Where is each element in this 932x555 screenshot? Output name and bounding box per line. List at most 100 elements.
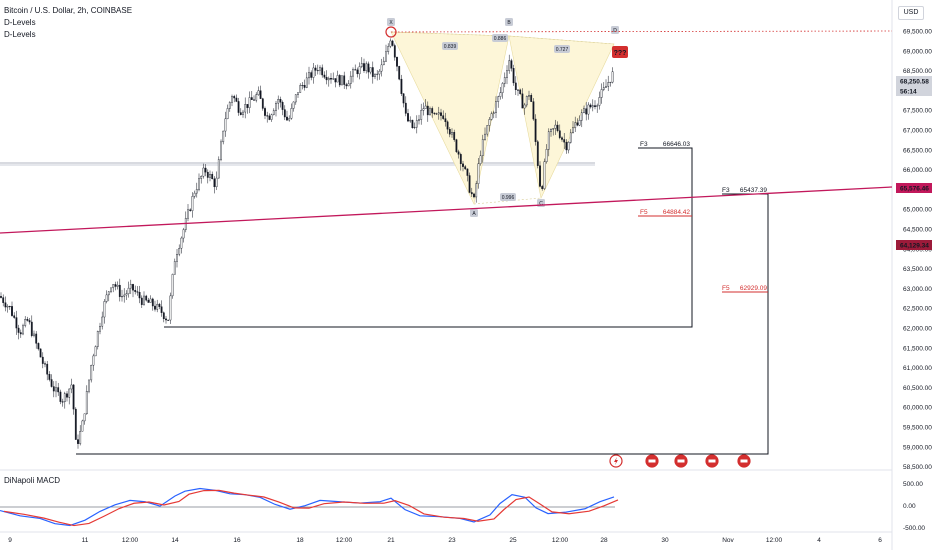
candle-body	[429, 108, 431, 116]
candle-body	[349, 75, 352, 84]
candle-body	[391, 40, 394, 46]
candle-body	[81, 420, 84, 432]
candle-body	[596, 105, 599, 107]
candle-body	[110, 287, 112, 292]
candle-body	[99, 326, 101, 332]
candle-body	[598, 97, 601, 106]
candle-body	[125, 293, 128, 296]
candle-body	[354, 69, 357, 71]
candle-body	[85, 391, 88, 415]
time-tick-label: 12:00	[122, 537, 139, 544]
candle-body	[198, 178, 200, 190]
candle-body	[389, 40, 392, 47]
macd-tick-label: 0.00	[903, 503, 916, 510]
candle-body	[182, 229, 185, 239]
candle-body	[127, 287, 130, 294]
currency-unit-label[interactable]: USD	[898, 6, 924, 20]
candle-body	[191, 196, 194, 211]
candle-body	[297, 92, 299, 95]
candle-body	[59, 391, 62, 402]
candle-body	[275, 102, 277, 111]
candle-body	[547, 131, 550, 150]
candle-body	[239, 112, 242, 115]
candle-body	[308, 72, 310, 79]
candle-body	[468, 175, 471, 193]
candle-body	[499, 92, 502, 97]
candle-body	[253, 99, 255, 101]
macd-tick-label: -500.00	[903, 525, 925, 532]
candle-body	[569, 132, 572, 143]
candle-body	[176, 254, 178, 262]
candle-body	[37, 343, 40, 350]
candle-body	[94, 346, 97, 357]
macd-title[interactable]: DiNapoli MACD	[4, 476, 61, 485]
pattern-point-badge	[387, 18, 395, 26]
candle-body	[286, 116, 288, 121]
candle-body	[156, 303, 159, 310]
ratio-badge	[442, 42, 458, 50]
candle-body	[501, 83, 504, 93]
candle-body	[112, 284, 115, 289]
candle-body	[55, 387, 57, 392]
candle-body	[374, 74, 376, 77]
candle-body	[363, 63, 365, 71]
candle-body	[246, 104, 249, 108]
price-tick-label: 62,500.00	[903, 306, 932, 313]
candle-body	[167, 319, 170, 321]
red-price-tag	[896, 183, 932, 193]
candle-body	[283, 109, 286, 118]
candle-body	[558, 130, 561, 138]
candle-body	[327, 78, 330, 81]
price-tick-label: 63,000.00	[903, 286, 932, 293]
candle-body	[459, 154, 462, 165]
candle-body	[213, 178, 216, 188]
candle-body	[457, 151, 460, 155]
candle-body	[149, 298, 152, 303]
candle-body	[30, 321, 33, 336]
macd-fast-line	[0, 487, 615, 527]
candle-body	[50, 379, 53, 387]
candle-body	[140, 297, 143, 305]
candle-body	[305, 77, 308, 88]
indicator-label-2[interactable]: D-Levels	[4, 30, 36, 39]
ratio-badge	[554, 45, 570, 53]
candle-body	[407, 113, 409, 122]
candle-body	[4, 302, 7, 308]
candle-body	[158, 303, 161, 307]
time-tick-label: 28	[600, 537, 608, 544]
candle-body	[202, 167, 205, 177]
candle-body	[57, 387, 60, 393]
ratio-badge	[500, 193, 516, 201]
candle-body	[72, 384, 75, 410]
candle-body	[301, 85, 304, 87]
candle-body	[220, 141, 222, 160]
candle-body	[367, 63, 370, 73]
candle-body	[83, 413, 86, 422]
candle-body	[244, 104, 247, 113]
indicator-label-1[interactable]: D-Levels	[4, 18, 36, 27]
candle-body	[396, 56, 398, 67]
candle-body	[585, 108, 588, 115]
candle-body	[48, 374, 51, 380]
candle-body	[398, 66, 401, 80]
price-tick-label: 66,500.00	[903, 147, 932, 154]
price-tick-label: 60,000.00	[903, 405, 932, 412]
candle-body	[495, 101, 497, 113]
candle-body	[541, 186, 544, 189]
candle-body	[433, 112, 436, 114]
candle-body	[88, 379, 90, 392]
candle-body	[270, 114, 273, 120]
candle-body	[611, 71, 614, 83]
candle-body	[418, 119, 420, 121]
target-label: ???	[614, 50, 627, 57]
candle-body	[358, 66, 361, 75]
candle-body	[481, 139, 484, 156]
candle-body	[134, 290, 137, 292]
candle-body	[2, 297, 5, 303]
candle-body	[380, 64, 383, 72]
time-tick-label: 30	[661, 537, 669, 544]
time-tick-label: 12:00	[336, 537, 353, 544]
price-tick-label: 69,000.00	[903, 48, 932, 55]
